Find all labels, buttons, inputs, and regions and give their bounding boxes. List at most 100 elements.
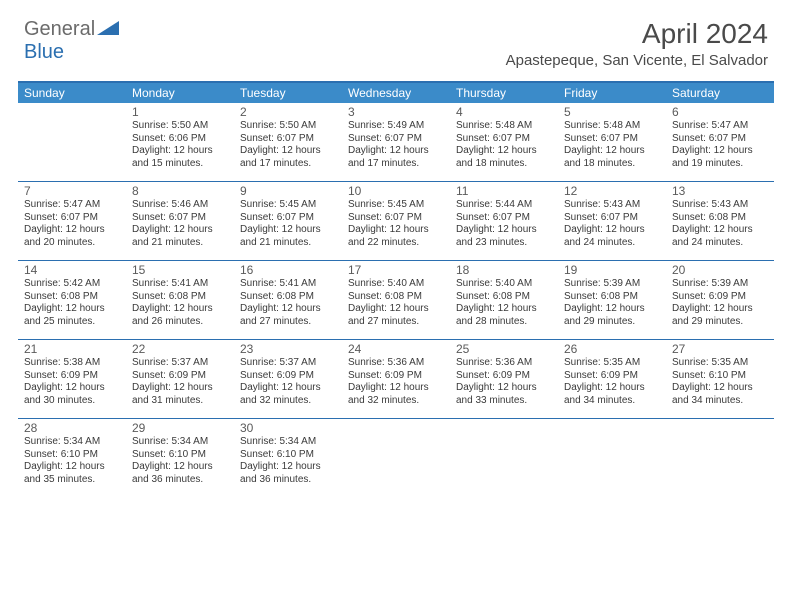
day-header: Saturday [666, 83, 774, 103]
calendar-cell: 15Sunrise: 5:41 AMSunset: 6:08 PMDayligh… [126, 261, 234, 339]
calendar-cell [666, 419, 774, 497]
day-number: 1 [132, 105, 228, 119]
day-number: 7 [24, 184, 120, 198]
calendar-cell: 11Sunrise: 5:44 AMSunset: 6:07 PMDayligh… [450, 182, 558, 260]
day-number: 8 [132, 184, 228, 198]
calendar-cell: 29Sunrise: 5:34 AMSunset: 6:10 PMDayligh… [126, 419, 234, 497]
calendar-cell: 24Sunrise: 5:36 AMSunset: 6:09 PMDayligh… [342, 340, 450, 418]
day-info: Sunrise: 5:48 AMSunset: 6:07 PMDaylight:… [456, 120, 552, 170]
day-number: 27 [672, 342, 768, 356]
calendar-week: 1Sunrise: 5:50 AMSunset: 6:06 PMDaylight… [18, 103, 774, 182]
day-number: 16 [240, 263, 336, 277]
calendar-cell: 13Sunrise: 5:43 AMSunset: 6:08 PMDayligh… [666, 182, 774, 260]
day-header: Friday [558, 83, 666, 103]
day-info: Sunrise: 5:45 AMSunset: 6:07 PMDaylight:… [240, 199, 336, 249]
day-number: 21 [24, 342, 120, 356]
calendar-cell: 14Sunrise: 5:42 AMSunset: 6:08 PMDayligh… [18, 261, 126, 339]
calendar-cell [450, 419, 558, 497]
day-info: Sunrise: 5:47 AMSunset: 6:07 PMDaylight:… [24, 199, 120, 249]
calendar-cell: 6Sunrise: 5:47 AMSunset: 6:07 PMDaylight… [666, 103, 774, 181]
calendar-cell: 7Sunrise: 5:47 AMSunset: 6:07 PMDaylight… [18, 182, 126, 260]
calendar-week: 7Sunrise: 5:47 AMSunset: 6:07 PMDaylight… [18, 182, 774, 261]
calendar-cell: 12Sunrise: 5:43 AMSunset: 6:07 PMDayligh… [558, 182, 666, 260]
day-header: Wednesday [342, 83, 450, 103]
day-number: 15 [132, 263, 228, 277]
day-info: Sunrise: 5:34 AMSunset: 6:10 PMDaylight:… [132, 436, 228, 486]
calendar-cell [342, 419, 450, 497]
calendar-cell: 17Sunrise: 5:40 AMSunset: 6:08 PMDayligh… [342, 261, 450, 339]
calendar-cell: 19Sunrise: 5:39 AMSunset: 6:08 PMDayligh… [558, 261, 666, 339]
day-info: Sunrise: 5:48 AMSunset: 6:07 PMDaylight:… [564, 120, 660, 170]
day-number: 20 [672, 263, 768, 277]
day-number: 23 [240, 342, 336, 356]
day-number: 14 [24, 263, 120, 277]
day-info: Sunrise: 5:37 AMSunset: 6:09 PMDaylight:… [240, 357, 336, 407]
logo-text-blue: Blue [24, 41, 64, 63]
calendar-cell: 4Sunrise: 5:48 AMSunset: 6:07 PMDaylight… [450, 103, 558, 181]
calendar-cell: 23Sunrise: 5:37 AMSunset: 6:09 PMDayligh… [234, 340, 342, 418]
calendar-week: 21Sunrise: 5:38 AMSunset: 6:09 PMDayligh… [18, 340, 774, 419]
calendar-cell [18, 103, 126, 181]
day-number: 3 [348, 105, 444, 119]
calendar-cell: 3Sunrise: 5:49 AMSunset: 6:07 PMDaylight… [342, 103, 450, 181]
day-info: Sunrise: 5:40 AMSunset: 6:08 PMDaylight:… [348, 278, 444, 328]
calendar-cell: 5Sunrise: 5:48 AMSunset: 6:07 PMDaylight… [558, 103, 666, 181]
day-header: Thursday [450, 83, 558, 103]
day-number: 10 [348, 184, 444, 198]
day-info: Sunrise: 5:45 AMSunset: 6:07 PMDaylight:… [348, 199, 444, 249]
day-number: 6 [672, 105, 768, 119]
day-number: 30 [240, 421, 336, 435]
title-block: April 2024 Apastepeque, San Vicente, El … [506, 18, 768, 69]
day-info: Sunrise: 5:44 AMSunset: 6:07 PMDaylight:… [456, 199, 552, 249]
calendar-cell: 26Sunrise: 5:35 AMSunset: 6:09 PMDayligh… [558, 340, 666, 418]
calendar-cell: 18Sunrise: 5:40 AMSunset: 6:08 PMDayligh… [450, 261, 558, 339]
calendar-cell: 28Sunrise: 5:34 AMSunset: 6:10 PMDayligh… [18, 419, 126, 497]
day-info: Sunrise: 5:40 AMSunset: 6:08 PMDaylight:… [456, 278, 552, 328]
day-number: 18 [456, 263, 552, 277]
calendar-cell: 16Sunrise: 5:41 AMSunset: 6:08 PMDayligh… [234, 261, 342, 339]
day-number: 19 [564, 263, 660, 277]
day-number: 22 [132, 342, 228, 356]
calendar-cell: 21Sunrise: 5:38 AMSunset: 6:09 PMDayligh… [18, 340, 126, 418]
calendar-cell: 2Sunrise: 5:50 AMSunset: 6:07 PMDaylight… [234, 103, 342, 181]
day-info: Sunrise: 5:50 AMSunset: 6:07 PMDaylight:… [240, 120, 336, 170]
day-info: Sunrise: 5:35 AMSunset: 6:09 PMDaylight:… [564, 357, 660, 407]
day-info: Sunrise: 5:35 AMSunset: 6:10 PMDaylight:… [672, 357, 768, 407]
calendar-cell: 9Sunrise: 5:45 AMSunset: 6:07 PMDaylight… [234, 182, 342, 260]
day-info: Sunrise: 5:34 AMSunset: 6:10 PMDaylight:… [240, 436, 336, 486]
calendar-cell: 22Sunrise: 5:37 AMSunset: 6:09 PMDayligh… [126, 340, 234, 418]
weeks-container: 1Sunrise: 5:50 AMSunset: 6:06 PMDaylight… [18, 103, 774, 497]
day-info: Sunrise: 5:46 AMSunset: 6:07 PMDaylight:… [132, 199, 228, 249]
day-number: 9 [240, 184, 336, 198]
day-info: Sunrise: 5:41 AMSunset: 6:08 PMDaylight:… [132, 278, 228, 328]
day-number: 24 [348, 342, 444, 356]
day-info: Sunrise: 5:42 AMSunset: 6:08 PMDaylight:… [24, 278, 120, 328]
day-info: Sunrise: 5:39 AMSunset: 6:09 PMDaylight:… [672, 278, 768, 328]
page-header: General Blue April 2024 Apastepeque, San… [0, 0, 792, 73]
calendar-cell: 27Sunrise: 5:35 AMSunset: 6:10 PMDayligh… [666, 340, 774, 418]
day-header: Monday [126, 83, 234, 103]
day-info: Sunrise: 5:34 AMSunset: 6:10 PMDaylight:… [24, 436, 120, 486]
day-info: Sunrise: 5:50 AMSunset: 6:06 PMDaylight:… [132, 120, 228, 170]
month-title: April 2024 [506, 18, 768, 50]
calendar-cell: 25Sunrise: 5:36 AMSunset: 6:09 PMDayligh… [450, 340, 558, 418]
location-text: Apastepeque, San Vicente, El Salvador [506, 52, 768, 69]
day-info: Sunrise: 5:49 AMSunset: 6:07 PMDaylight:… [348, 120, 444, 170]
day-info: Sunrise: 5:38 AMSunset: 6:09 PMDaylight:… [24, 357, 120, 407]
day-number: 29 [132, 421, 228, 435]
day-header: Sunday [18, 83, 126, 103]
day-header-row: Sunday Monday Tuesday Wednesday Thursday… [18, 83, 774, 103]
day-number: 4 [456, 105, 552, 119]
day-info: Sunrise: 5:43 AMSunset: 6:08 PMDaylight:… [672, 199, 768, 249]
logo-triangle-icon [97, 21, 119, 35]
logo-text-gray: General [24, 18, 95, 40]
day-number: 13 [672, 184, 768, 198]
calendar-cell: 20Sunrise: 5:39 AMSunset: 6:09 PMDayligh… [666, 261, 774, 339]
day-number: 12 [564, 184, 660, 198]
day-info: Sunrise: 5:36 AMSunset: 6:09 PMDaylight:… [456, 357, 552, 407]
day-info: Sunrise: 5:43 AMSunset: 6:07 PMDaylight:… [564, 199, 660, 249]
day-header: Tuesday [234, 83, 342, 103]
calendar-week: 14Sunrise: 5:42 AMSunset: 6:08 PMDayligh… [18, 261, 774, 340]
calendar-cell: 8Sunrise: 5:46 AMSunset: 6:07 PMDaylight… [126, 182, 234, 260]
day-number: 2 [240, 105, 336, 119]
